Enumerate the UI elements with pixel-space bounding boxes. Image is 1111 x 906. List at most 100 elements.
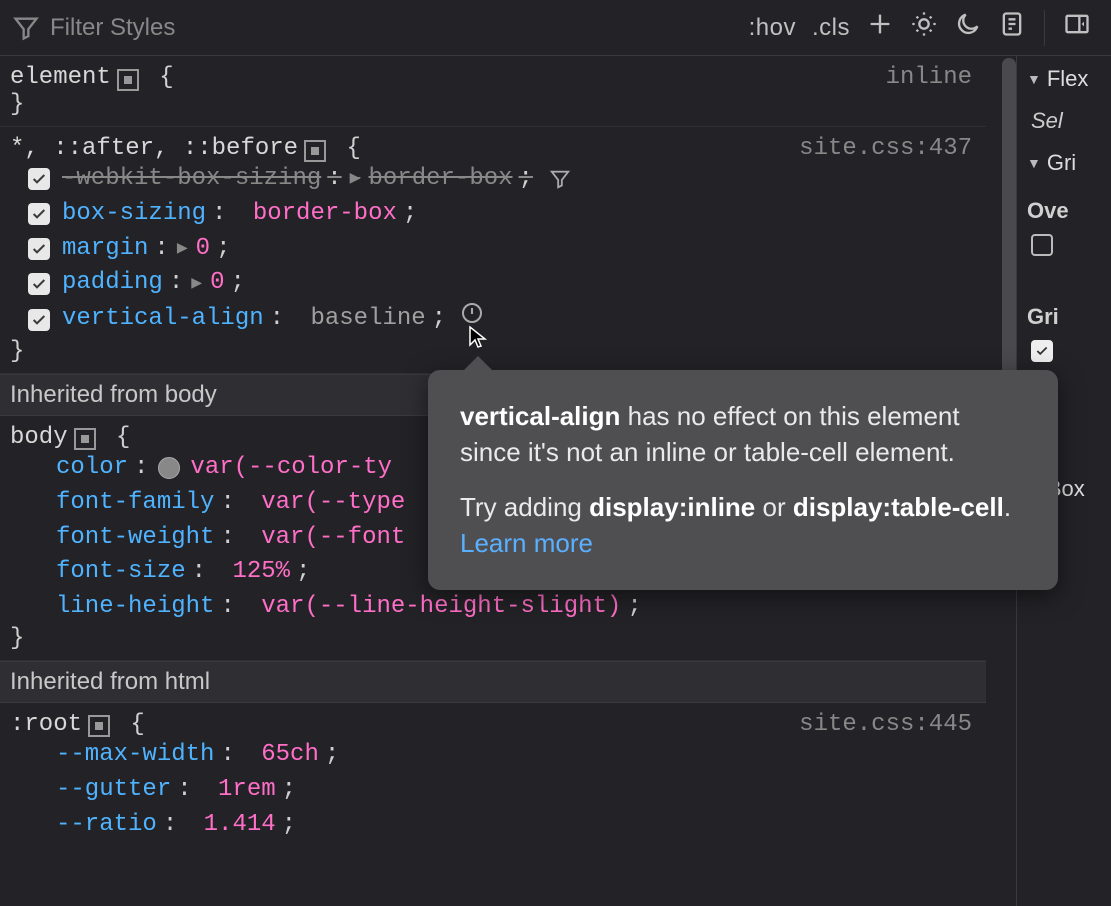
rule-root[interactable]: site.css:445 :root { --max-width: 65ch; … [0, 703, 986, 850]
enable-checkbox[interactable] [28, 238, 50, 260]
dark-mode-button[interactable] [946, 6, 990, 49]
property-name[interactable]: --ratio [56, 808, 157, 843]
property-name[interactable]: font-size [56, 555, 186, 590]
property-name[interactable]: padding [62, 266, 163, 301]
declaration-row[interactable]: line-height: var(--line-height-slight); [56, 590, 976, 625]
flex-label: Flex [1047, 66, 1089, 92]
grid-section-header[interactable]: ▼ Gri [1021, 140, 1111, 186]
styles-toolbar: Filter Styles :hov .cls [0, 0, 1111, 56]
rule-universal[interactable]: site.css:437 *, ::after, ::before { -web… [0, 127, 986, 374]
tooltip-code: display:inline [589, 492, 755, 522]
property-name[interactable]: --gutter [56, 773, 171, 808]
declaration-row[interactable]: --max-width: 65ch; [56, 738, 976, 773]
funnel-icon [12, 14, 40, 42]
property-value[interactable]: border-box [369, 162, 513, 197]
overlay-checkbox-row[interactable] [1021, 228, 1111, 262]
expand-shorthand-icon[interactable]: ▶ [350, 166, 361, 192]
moon-icon [954, 10, 982, 38]
property-value[interactable]: 65ch [261, 738, 319, 773]
close-brace: } [10, 91, 24, 118]
overlay-checkbox[interactable] [1031, 234, 1053, 256]
toggle-sidebar-button[interactable] [1055, 6, 1099, 49]
selector-text[interactable]: :root [10, 711, 82, 738]
open-brace: { [145, 64, 174, 91]
highlight-selector-icon[interactable] [74, 428, 96, 450]
color-swatch[interactable] [158, 457, 180, 479]
property-name[interactable]: color [56, 451, 128, 486]
flex-section-header[interactable]: ▼ Flex [1021, 56, 1111, 102]
grid-checkbox[interactable] [1031, 340, 1053, 362]
declaration-row[interactable]: padding: ▶ 0; [28, 266, 976, 301]
grid-display-subheader: Gri [1021, 292, 1111, 334]
property-value[interactable]: baseline [310, 302, 425, 337]
tooltip-text: or [755, 492, 793, 522]
selector-text[interactable]: *, ::after, ::before [10, 135, 298, 162]
selector-text[interactable]: body [10, 424, 68, 451]
cls-button[interactable]: .cls [804, 10, 858, 46]
rule-element-inline[interactable]: inline element { } [0, 56, 986, 127]
source-link[interactable]: site.css:437 [799, 135, 972, 162]
declaration-row[interactable]: margin: ▶ 0; [28, 232, 976, 267]
property-name[interactable]: line-height [56, 590, 214, 625]
inherited-from-header: Inherited from html [0, 661, 986, 703]
enable-checkbox[interactable] [28, 309, 50, 331]
page-icon [998, 10, 1026, 38]
property-value[interactable]: 1rem [218, 773, 276, 808]
property-value[interactable]: var(--color-ty [190, 451, 392, 486]
expand-shorthand-icon[interactable]: ▶ [177, 236, 188, 262]
hov-button[interactable]: :hov [741, 10, 804, 46]
declaration-row[interactable]: -webkit-box-sizing: ▶ border-box; [28, 162, 976, 197]
mouse-cursor-icon [466, 325, 490, 349]
declaration-row[interactable]: --ratio: 1.414; [56, 808, 976, 843]
source-link[interactable]: site.css:445 [799, 711, 972, 738]
tooltip-property-name: vertical-align [460, 401, 620, 431]
highlight-selector-icon[interactable] [117, 69, 139, 91]
grid-checkbox-row[interactable] [1021, 334, 1111, 368]
filter-styles-field[interactable]: Filter Styles [12, 14, 175, 42]
property-name[interactable]: font-weight [56, 521, 214, 556]
learn-more-link[interactable]: Learn more [460, 528, 593, 558]
property-value[interactable]: var(--font [261, 521, 405, 556]
declaration-row[interactable]: vertical-align: baseline; [28, 301, 976, 338]
sun-icon [910, 10, 938, 38]
expand-shorthand-icon[interactable]: ▶ [191, 271, 202, 297]
print-mode-button[interactable] [990, 6, 1034, 49]
overlay-subheader: Ove [1021, 186, 1111, 228]
property-name[interactable]: -webkit-box-sizing [62, 162, 321, 197]
css-hint-tooltip: vertical-align has no effect on this ele… [428, 370, 1058, 590]
property-name[interactable]: vertical-align [62, 302, 264, 337]
disclosure-triangle-icon: ▼ [1027, 155, 1041, 171]
inline-badge: inline [886, 64, 972, 91]
property-value[interactable]: 0 [196, 232, 210, 267]
property-value[interactable]: var(--line-height-slight) [261, 590, 621, 625]
disclosure-triangle-icon: ▼ [1027, 71, 1041, 87]
enable-checkbox[interactable] [28, 203, 50, 225]
selector-text[interactable]: element [10, 64, 111, 91]
property-value[interactable]: var(--type [261, 486, 405, 521]
property-name[interactable]: box-sizing [62, 197, 206, 232]
grid-label: Gri [1047, 150, 1076, 176]
property-name[interactable]: font-family [56, 486, 214, 521]
enable-checkbox[interactable] [28, 168, 50, 190]
property-value[interactable]: 0 [210, 266, 224, 301]
enable-checkbox[interactable] [28, 273, 50, 295]
highlight-selector-icon[interactable] [88, 715, 110, 737]
property-name[interactable]: --max-width [56, 738, 214, 773]
tooltip-text: . [1004, 492, 1011, 522]
declaration-row[interactable]: --gutter: 1rem; [56, 773, 976, 808]
add-rule-button[interactable] [858, 6, 902, 49]
scrollbar-thumb[interactable] [1002, 58, 1016, 378]
filter-placeholder: Filter Styles [50, 14, 175, 42]
property-value[interactable]: border-box [253, 197, 397, 232]
flex-select-placeholder[interactable]: Sel [1021, 102, 1111, 140]
property-name[interactable]: margin [62, 232, 148, 267]
light-mode-button[interactable] [902, 6, 946, 49]
tooltip-code: display:table-cell [793, 492, 1004, 522]
funnel-icon[interactable] [549, 168, 571, 190]
property-value[interactable]: 1.414 [204, 808, 276, 843]
sidebar-icon [1063, 10, 1091, 38]
highlight-selector-icon[interactable] [304, 140, 326, 162]
property-value[interactable]: 125% [232, 555, 290, 590]
declaration-row[interactable]: box-sizing: border-box; [28, 197, 976, 232]
plus-icon [866, 10, 894, 38]
